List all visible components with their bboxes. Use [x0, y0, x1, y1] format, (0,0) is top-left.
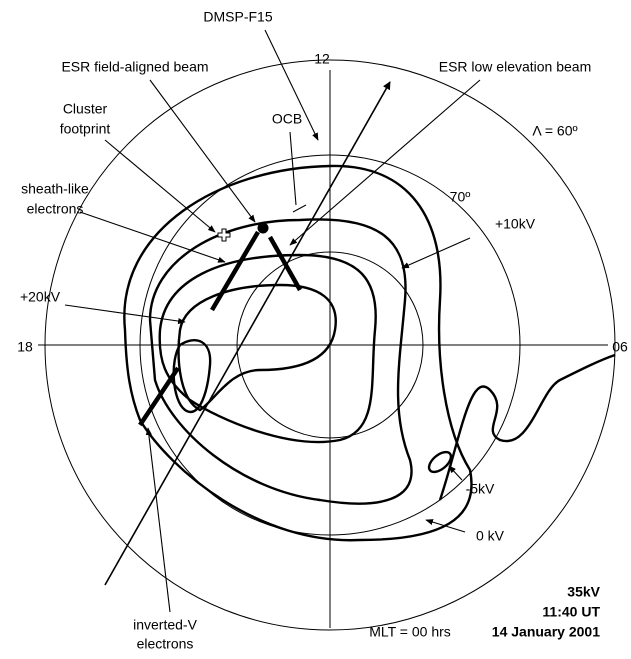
label: +10kV	[495, 216, 536, 232]
label: 18	[17, 339, 33, 355]
label: electrons	[27, 201, 84, 217]
label: OCB	[272, 111, 302, 127]
label: inverted-V	[133, 617, 197, 633]
info: 11:40 UT	[542, 604, 600, 620]
label: 0 kV	[476, 528, 505, 544]
label: MLT = 00 hrs	[369, 624, 451, 640]
label: DMSP-F15	[203, 9, 272, 25]
label: Cluster	[63, 101, 108, 117]
info: 14 January 2001	[492, 624, 600, 640]
label: Λ = 60º	[532, 123, 577, 139]
grid	[38, 59, 616, 631]
label: +20kV	[20, 289, 61, 305]
beams	[104, 81, 391, 586]
label: ESR field-aligned beam	[61, 59, 208, 75]
label: -5kV	[466, 481, 495, 497]
label: sheath-like	[21, 181, 89, 197]
contours	[123, 164, 616, 542]
label: ESR low elevation beam	[439, 59, 592, 75]
label: 70º	[450, 189, 471, 205]
info: 35kV	[567, 584, 600, 600]
label: 12	[314, 51, 330, 67]
label: 06	[612, 339, 628, 355]
leaders	[64, 29, 481, 613]
label: electrons	[137, 636, 194, 652]
labels: DMSP-F15 12 ESR field-aligned beam ESR l…	[17, 9, 628, 652]
label: footprint	[60, 121, 111, 137]
